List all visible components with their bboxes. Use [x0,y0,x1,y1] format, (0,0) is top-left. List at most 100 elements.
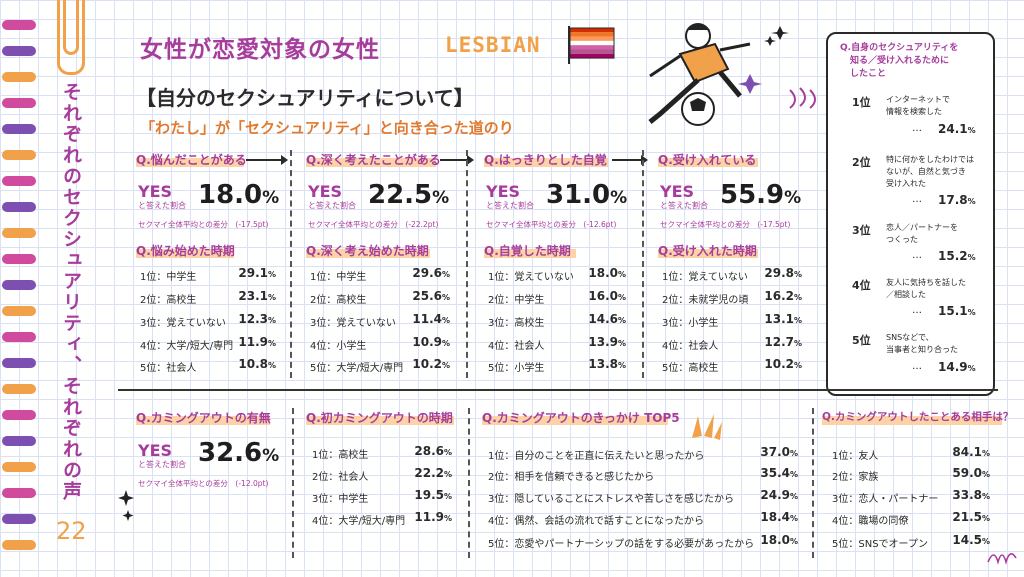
box-percentage: 15.2% [938,249,976,263]
rank-item: 1位：自分のことを正直に伝えたいと思ったから [488,451,705,462]
diff-text: セクマイ全体平均との差分 (-12.6pt) [486,220,617,229]
page-number: 22 [56,517,87,545]
binding-ring [2,332,36,342]
binding-ring [2,488,36,498]
box-percentage: 24.1% [938,122,976,136]
rank-item: 2位：社会人 [312,472,369,483]
rank-item: 5位：恋愛やパートナーシップの話をする必要があったから [488,539,755,550]
diff-text: セクマイ全体平均との差分 (-17.5pt) [138,220,269,229]
side-title: それぞれのセクシュアリティ、それぞれの声 [60,82,82,502]
binding-ring [2,228,36,238]
yes-label: YES [138,182,173,201]
spiral-binding [0,0,46,577]
rank-item: 2位：高校生 [140,295,197,306]
question-accepted-timing: Q.受け入れた時期 [658,244,757,258]
column-divider [812,408,814,558]
rank-percentage: 16.2% [764,289,802,303]
binding-ring [2,72,36,82]
yes-label: YES [486,182,521,201]
question-highlight [822,416,1002,425]
rank-item: 2位：中学生 [488,295,545,306]
scribble-icon [789,87,816,109]
rank-percentage: 59.0% [952,466,990,480]
rank-percentage: 11.9% [238,335,276,349]
rank-percentage: 23.1% [238,289,276,303]
yes-label: YES [308,182,343,201]
rank-percentage: 24.9% [760,488,798,502]
column-divider [292,408,294,558]
box-dots: … [912,194,922,205]
question-highlight [136,416,270,425]
arrow-icon [246,155,288,165]
yes-percentage: 31.0% [546,180,628,210]
rank-item: 3位：高校生 [488,318,545,329]
rank-item: 2位：家族 [832,472,879,483]
arrow-icon [440,155,474,165]
burst-icon [692,414,722,440]
box-rank: 2位 [852,156,871,169]
rank-percentage: 22.2% [414,466,452,480]
box-item-text: 当事者と知り合った [886,345,958,354]
question-aware-timing: Q.自覚した時期 [484,244,571,258]
paperclip-inner-icon [63,0,79,55]
rank-percentage: 16.0% [588,289,626,303]
rank-item: 2位：高校生 [310,295,367,306]
yes-sub-label: と答えた割合 [138,201,186,210]
rank-percentage: 29.1% [238,266,276,280]
rank-item: 5位：高校生 [662,363,719,374]
box-dots: … [912,250,922,261]
self-acceptance-box: Q.自身のセクシュアリティを 知る／受け入れるために したこと 1位 インターネ… [826,32,995,396]
binding-ring [2,514,36,524]
rank-percentage: 13.8% [588,357,626,371]
rank-percentage: 13.9% [588,335,626,349]
section-divider [118,389,998,391]
box-percentage: 17.8% [938,193,976,207]
rank-item: 1位：友人 [832,451,879,462]
section-subtitle: 「わたし」が「セクシュアリティ」と向き合った道のり [140,119,514,137]
rank-percentage: 10.2% [764,357,802,371]
rank-percentage: 14.5% [952,533,990,547]
soccer-player-illustration [648,23,789,126]
arrow-icon [612,155,648,165]
rank-percentage: 21.5% [952,510,990,524]
box-item-text: ないが、自然と気づき [886,167,966,176]
box-rank: 3位 [852,224,871,237]
box-percentage: 15.1% [938,304,976,318]
box-item-text: 情報を検索した [886,107,942,116]
question-highlight [484,158,608,167]
binding-ring [2,20,36,30]
rank-item: 3位：覚えていない [140,318,226,329]
rank-item: 4位：社会人 [488,341,545,352]
rank-item: 5位：SNSでオープン [832,539,928,550]
rank-item: 4位：小学生 [310,341,367,352]
question-coming-out-partner: Q.カミングアウトしたことある相手は？ [822,411,1014,423]
rank-item: 5位：小学生 [488,363,545,374]
question-highlight [306,416,454,425]
column-divider [466,150,468,378]
diff-text: セクマイ全体平均との差分 (-12.0pt) [138,479,269,488]
binding-ring [2,254,36,264]
lesbian-flag-icon [568,26,615,64]
box-rank: 4位 [852,279,871,292]
binding-ring [2,384,36,394]
rank-item: 4位：偶然、会話の流れで話すことになったから [488,516,705,527]
rank-item: 5位：大学/短大/専門 [310,363,404,374]
sparkle-icon [118,490,134,521]
rank-item: 4位：職場の同僚 [832,516,909,527]
rank-item: 4位：大学/短大/専門 [140,341,234,352]
question-highlight [658,249,758,258]
box-percentage: 14.9% [938,360,976,374]
rank-percentage: 10.8% [238,357,276,371]
question-first-coming-out: Q.初カミングアウトの時期 [306,411,453,425]
rank-item: 2位：未就学児の頃 [662,295,749,306]
box-item-text: インターネットで [886,95,950,104]
box-question-line: Q.自身のセクシュアリティを [840,43,959,53]
yes-percentage: 55.9% [720,180,802,210]
diff-text: セクマイ全体平均との差分 (-17.5pt) [660,220,791,229]
column-divider [290,150,292,378]
rank-item: 3位：小学生 [662,318,719,329]
yes-sub-label: と答えた割合 [138,460,186,469]
yes-percentage: 18.0% [198,180,280,210]
rank-percentage: 19.5% [414,488,452,502]
rank-item: 1位：中学生 [140,272,197,283]
